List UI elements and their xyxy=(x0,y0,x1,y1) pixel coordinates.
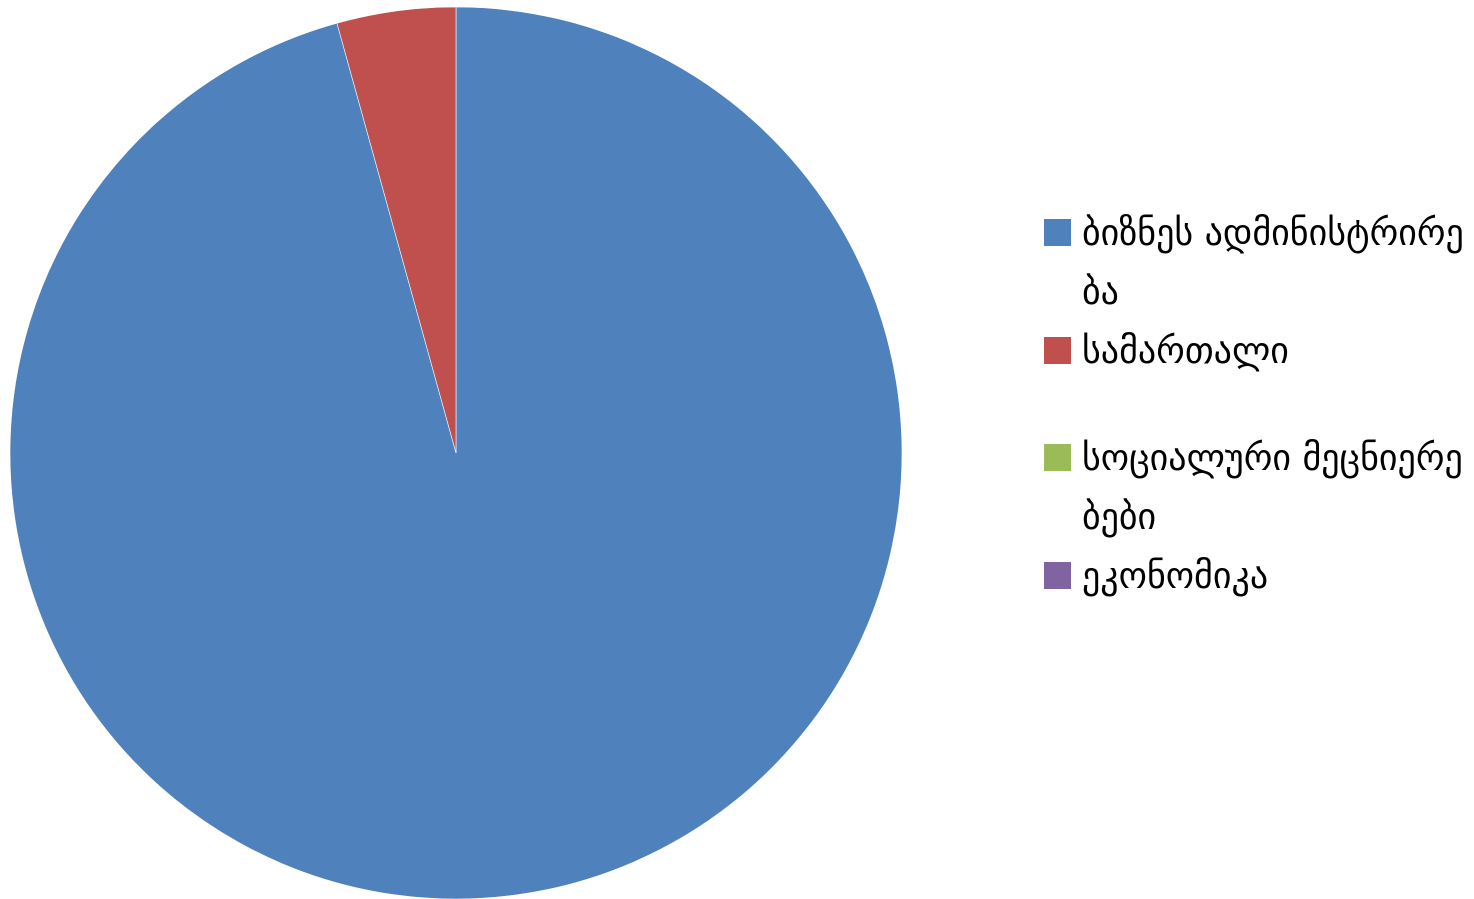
pie-plot-area xyxy=(9,6,903,899)
legend-entry-social-sciences: სოციალური მეცნიერებები xyxy=(1044,429,1474,547)
legend-entry-law: სამართალი xyxy=(1044,322,1474,381)
legend-swatch xyxy=(1044,444,1071,471)
legend-swatch xyxy=(1044,337,1071,364)
chart-legend: ბიზნეს ადმინისტრირება სამართალი სოციალურ… xyxy=(1044,204,1474,606)
legend-label: ეკონომიკა xyxy=(1082,556,1269,597)
legend-label: ბიზნეს ადმინისტრირება xyxy=(1082,213,1464,313)
legend-entry-economics: ეკონომიკა xyxy=(1044,547,1474,606)
pie-slices xyxy=(9,6,903,899)
legend-label: სამართალი xyxy=(1082,331,1289,372)
pie-slice-1 xyxy=(336,6,457,454)
legend-label: სოციალური მეცნიერებები xyxy=(1082,438,1463,538)
legend-swatch xyxy=(1044,562,1071,589)
legend-swatch xyxy=(1044,219,1071,246)
legend-entry-business-administration: ბიზნეს ადმინისტრირება xyxy=(1044,204,1474,322)
